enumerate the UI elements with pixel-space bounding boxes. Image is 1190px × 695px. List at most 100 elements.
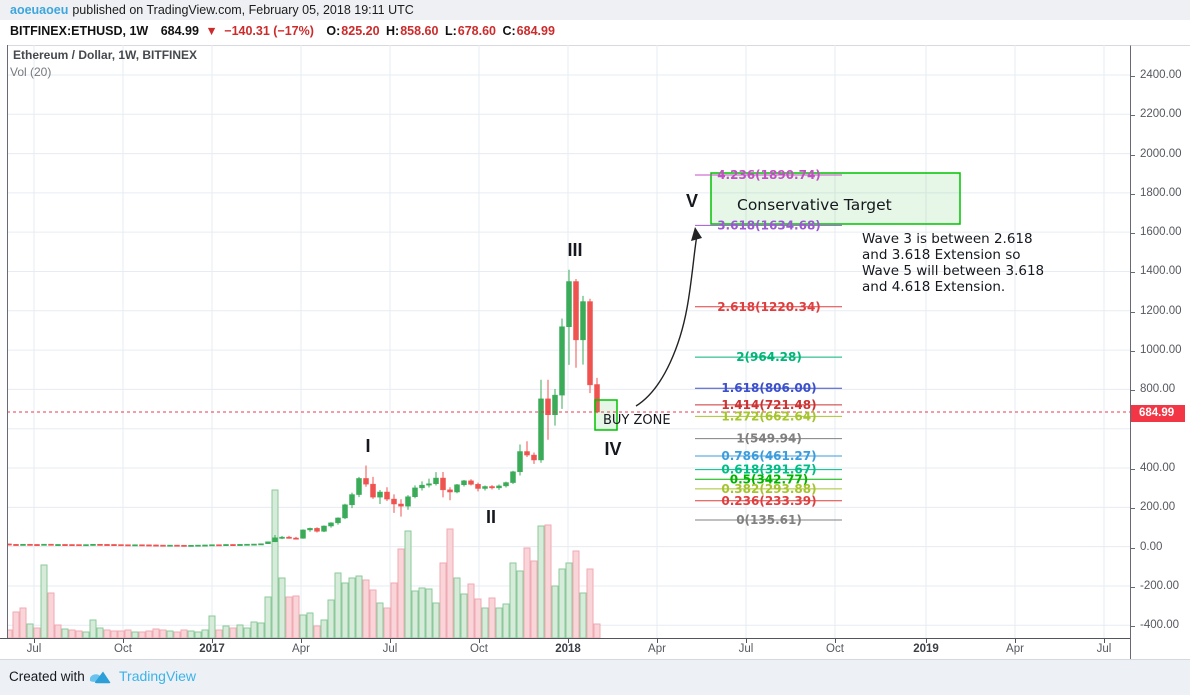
volume-bar — [334, 572, 342, 638]
volume-bar — [481, 607, 489, 638]
candle-body — [62, 544, 68, 546]
time-axis-label: Oct — [826, 643, 844, 655]
current-price-badge: 684.99 — [1131, 405, 1185, 423]
volume-bar — [124, 629, 132, 638]
volume-bar — [460, 593, 468, 638]
candle-body — [580, 301, 586, 341]
arrow-line — [635, 234, 698, 407]
arrow-head-icon — [691, 227, 702, 241]
candle-body — [349, 494, 355, 506]
fib-level-label: 0.618(391.67) — [721, 463, 816, 477]
candle-body — [545, 398, 551, 416]
symbol-bar: BITFINEX:ETHUSD, 1W 684.99 ▼ −140.31 (−1… — [0, 20, 1190, 42]
volume-bar — [411, 590, 419, 638]
volume-bar — [355, 575, 363, 638]
time-axis-label: 2018 — [555, 643, 581, 655]
created-with-label: Created with — [9, 669, 85, 684]
volume-bar — [75, 630, 83, 638]
price-axis[interactable]: 2400.00 2200.00 2000.00 1800.00 1600.00 1400.… — [1130, 45, 1190, 659]
elliott-wave-label: IV — [604, 439, 621, 459]
elliott-wave-label: III — [567, 240, 582, 260]
low-value: 678.60 — [457, 24, 496, 38]
volume-bar — [572, 550, 580, 638]
candle-body — [566, 281, 572, 327]
candle-body — [153, 544, 159, 547]
candle-body — [146, 544, 152, 547]
candle-body — [496, 485, 502, 489]
candle-body — [160, 544, 166, 547]
conservative-target-label: Conservative Target — [737, 196, 892, 214]
publish-bar: aoeuaoeu published on TradingView.com, Fe… — [0, 0, 1190, 20]
down-triangle-icon: ▼ — [205, 24, 218, 38]
time-axis-label: Jul — [26, 643, 42, 655]
volume-bar — [313, 625, 321, 638]
time-axis-label: Jul — [738, 643, 754, 655]
volume-bar — [201, 629, 209, 638]
candle-body — [468, 480, 474, 485]
volume-bar — [229, 627, 237, 638]
volume-bar — [222, 625, 230, 638]
candle-body — [377, 491, 383, 498]
price-axis-tick — [1131, 311, 1135, 313]
volume-bar — [299, 614, 307, 638]
volume-bar — [187, 630, 195, 638]
volume-bar — [271, 489, 279, 638]
time-axis-tick — [301, 639, 302, 643]
price-axis-label: 1000.00 — [1140, 344, 1182, 357]
candle-body — [559, 326, 565, 396]
price-axis-label: 2400.00 — [1140, 68, 1182, 81]
volume-bar — [558, 568, 566, 638]
time-axis-label: Oct — [114, 643, 132, 655]
candle-body — [489, 486, 495, 489]
candle-body — [13, 544, 19, 546]
fib-level-label: 0.786(461.27) — [721, 449, 816, 463]
candle-body — [209, 544, 215, 547]
candle-body — [384, 491, 390, 500]
candle-body — [83, 544, 89, 547]
candle-body — [244, 543, 250, 546]
candle-body — [510, 471, 516, 483]
candle-body — [97, 543, 103, 546]
candle-body — [328, 522, 334, 527]
username-link[interactable]: aoeuaoeu — [10, 3, 69, 17]
chart-legend: Ethereum / Dollar, 1W, BITFINEX Vol (20) — [10, 48, 197, 79]
candle-body — [587, 301, 593, 386]
time-axis-tick — [926, 639, 927, 643]
price-chart-canvas[interactable]: 4.236(1890.74) 3.618(1634.68) 2.618(1220.3… — [0, 45, 1130, 638]
fib-level-label: 0(135.61) — [736, 513, 802, 527]
volume-bar — [523, 547, 531, 638]
candle-body — [174, 544, 180, 547]
volume-bar — [306, 612, 314, 638]
volume-bar — [516, 570, 524, 638]
candle-body — [363, 478, 369, 485]
price-axis-label: 1400.00 — [1140, 265, 1182, 278]
elliott-wave-label: I — [365, 436, 370, 456]
volume-bar — [348, 577, 356, 638]
candle-body — [279, 536, 285, 539]
time-axis-tick — [1015, 639, 1016, 643]
price-axis-tick — [1131, 193, 1135, 195]
candle-body — [293, 537, 299, 540]
wave-note-text: Wave 3 is between 2.618 — [862, 231, 1033, 247]
chart-pane[interactable] — [0, 45, 1130, 639]
volume-bar — [495, 607, 503, 638]
volume-bar — [488, 597, 496, 638]
left-axis-strip — [0, 45, 8, 658]
tradingview-brand-link[interactable]: TradingView — [119, 668, 197, 684]
volume-bar — [33, 627, 41, 638]
volume-bar — [327, 599, 335, 638]
time-axis-label: 2017 — [199, 643, 225, 655]
volume-bar — [47, 592, 55, 638]
candle-body — [426, 483, 432, 486]
legend-volume-indicator: Vol (20) — [10, 65, 52, 79]
fib-level-label: 1.272(662.64) — [721, 409, 816, 423]
volume-bar — [404, 530, 412, 638]
time-axis-tick — [657, 639, 658, 643]
fib-level-label: 3.618(1634.68) — [717, 218, 821, 232]
time-axis-tick — [479, 639, 480, 643]
volume-bar — [593, 623, 601, 638]
volume-bar — [509, 562, 517, 638]
time-axis[interactable]: Jul Oct 2017 Apr Jul Oct 2018 Apr Jul Oct 2019 Apr J… — [0, 638, 1130, 659]
price-axis-tick — [1131, 547, 1135, 549]
close-value: 684.99 — [516, 24, 555, 38]
